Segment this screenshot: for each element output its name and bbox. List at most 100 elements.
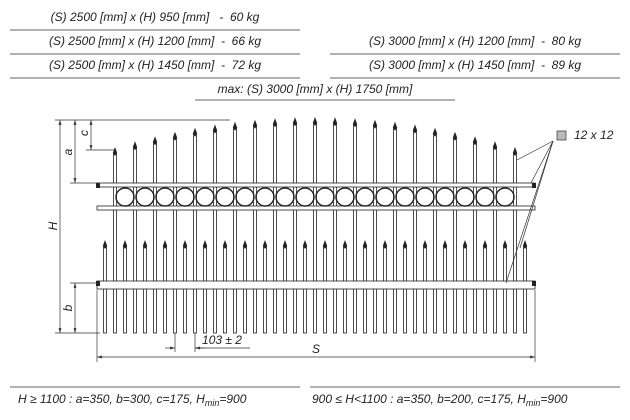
ring [335, 187, 355, 207]
picket-tip [522, 240, 528, 249]
picket [133, 147, 137, 334]
picket-tip [102, 240, 108, 249]
picket [143, 246, 147, 334]
picket-tip [202, 240, 208, 249]
picket [523, 246, 527, 334]
picket-tip [452, 131, 458, 141]
picket [403, 246, 407, 334]
picket [153, 142, 157, 334]
picket [383, 246, 387, 334]
picket-tip [392, 121, 398, 131]
picket-tip [442, 240, 448, 249]
ring [415, 187, 435, 207]
ring [475, 187, 495, 207]
picket-tip [332, 117, 338, 127]
ring [455, 187, 475, 207]
picket-tip [242, 240, 248, 249]
picket-tip [402, 240, 408, 249]
condition: H ≥ 1100 : a=350, b=300, c=175, Hmin=900 [18, 392, 247, 408]
picket [273, 124, 277, 334]
ring [375, 187, 395, 207]
picket-tip [172, 131, 178, 141]
dim-label: H [46, 221, 60, 230]
picket [193, 134, 197, 334]
picket-tip [272, 118, 278, 128]
weight-row: (S) 3000 [mm] x (H) 1450 [mm] - 89 kg [369, 58, 581, 72]
picket-tip [152, 136, 158, 146]
picket-tip [222, 240, 228, 249]
fence [96, 117, 536, 334]
picket [333, 123, 337, 334]
picket-tip [372, 119, 378, 129]
leader-lines [505, 140, 554, 284]
picket-tip [322, 240, 328, 249]
picket [473, 142, 477, 334]
ring [255, 187, 275, 207]
picket [283, 246, 287, 334]
profile-label: 12 x 12 [574, 128, 614, 142]
picket [443, 246, 447, 334]
ring [395, 187, 415, 207]
ring [135, 187, 155, 207]
picket [373, 126, 377, 334]
picket-tip [472, 136, 478, 146]
picket [183, 246, 187, 334]
picket-tip [292, 117, 298, 127]
condition-text: H ≥ 1100 : a=350, b=300, c=175, H [18, 392, 205, 406]
picket-tip [252, 119, 258, 129]
picket-tip [112, 147, 118, 156]
condition-text: 900 ≤ H<1100 : a=350, b=200, c=175, H [312, 392, 526, 406]
picket [513, 153, 517, 334]
picket [203, 246, 207, 334]
profile-icon [556, 130, 567, 141]
picket-tip [122, 240, 128, 249]
condition-tail: =900 [219, 392, 246, 406]
picket-tip [352, 118, 358, 128]
picket-tip [182, 240, 188, 249]
condition-sub: min [526, 398, 541, 408]
picket-tip [512, 147, 518, 156]
ring [195, 187, 215, 207]
ring [175, 187, 195, 207]
picket [323, 246, 327, 334]
post-stub [532, 183, 536, 188]
picket [263, 246, 267, 334]
max-size: max: (S) 3000 [mm] x (H) 1750 [mm] [218, 82, 413, 96]
picket [303, 246, 307, 334]
dim-label: S [312, 342, 320, 356]
picket-tip [132, 141, 138, 151]
picket [453, 138, 457, 334]
post-stub [532, 281, 536, 286]
picket [483, 246, 487, 334]
picket-tip [312, 117, 318, 126]
picket-tip [212, 124, 218, 134]
ring [355, 187, 375, 207]
weight-row: (S) 3000 [mm] x (H) 1200 [mm] - 80 kg [369, 34, 581, 48]
ring [435, 187, 455, 207]
picket-tip [422, 240, 428, 249]
picket-tip [192, 127, 198, 137]
picket [363, 246, 367, 334]
picket-tip [162, 240, 168, 249]
ring [235, 187, 255, 207]
ring [495, 187, 515, 207]
picket-tip [342, 240, 348, 249]
weight-row: (S) 2500 [mm] x (H) 1200 [mm] - 66 kg [49, 34, 261, 48]
picket [433, 134, 437, 334]
picket [313, 123, 317, 334]
dim-label: c [77, 130, 91, 136]
weight-row: (S) 2500 [mm] x (H) 950 [mm] - 60 kg [51, 10, 260, 24]
picket [163, 246, 167, 334]
picket [463, 246, 467, 334]
ring [155, 187, 175, 207]
picket-tip [362, 240, 368, 249]
post-stub [96, 281, 100, 286]
picket [343, 246, 347, 334]
picket-tip [302, 240, 308, 249]
dim-label: b [61, 304, 75, 311]
picket [413, 131, 417, 334]
ring [315, 187, 335, 207]
picket-tip [262, 240, 268, 249]
picket-tip [482, 240, 488, 249]
ring [295, 187, 315, 207]
